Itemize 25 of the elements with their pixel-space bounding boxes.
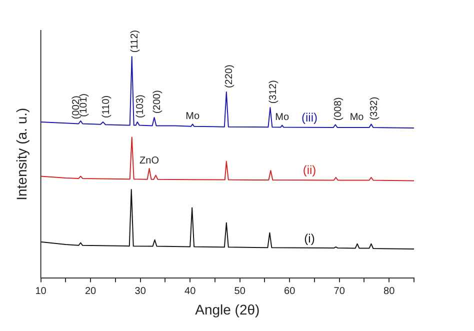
x-tick-label: 10: [35, 286, 47, 297]
x-tick-label: 30: [134, 286, 146, 297]
annotation: ZnO: [140, 155, 160, 166]
x-tick-label: 20: [84, 286, 97, 297]
y-axis-title: Intensity (a. u.): [13, 108, 30, 200]
x-tick-label: 70: [334, 286, 346, 297]
series-label: (i): [304, 231, 315, 246]
annotation: (220): [224, 64, 236, 88]
x-tick-label: 60: [284, 286, 296, 297]
annotation: (312): [268, 80, 279, 104]
annotation: Mo: [186, 110, 200, 122]
annotation: (008): [333, 97, 344, 121]
annotation: Mo: [350, 112, 364, 124]
x-tick-label: 80: [384, 286, 396, 297]
series-label: (ii): [302, 163, 316, 178]
annotation: (110): [100, 95, 112, 118]
annotation: (200): [152, 90, 164, 114]
series-label: (iii): [302, 110, 318, 124]
x-tick-label: 50: [234, 286, 246, 297]
annotation: (112): [130, 30, 141, 53]
annotation: Mo: [275, 112, 290, 124]
annotation: (103): [135, 94, 146, 118]
annotation: (332): [368, 96, 380, 120]
x-axis-title: Angle (2θ): [195, 301, 260, 318]
x-tick-label: 40: [184, 286, 196, 297]
